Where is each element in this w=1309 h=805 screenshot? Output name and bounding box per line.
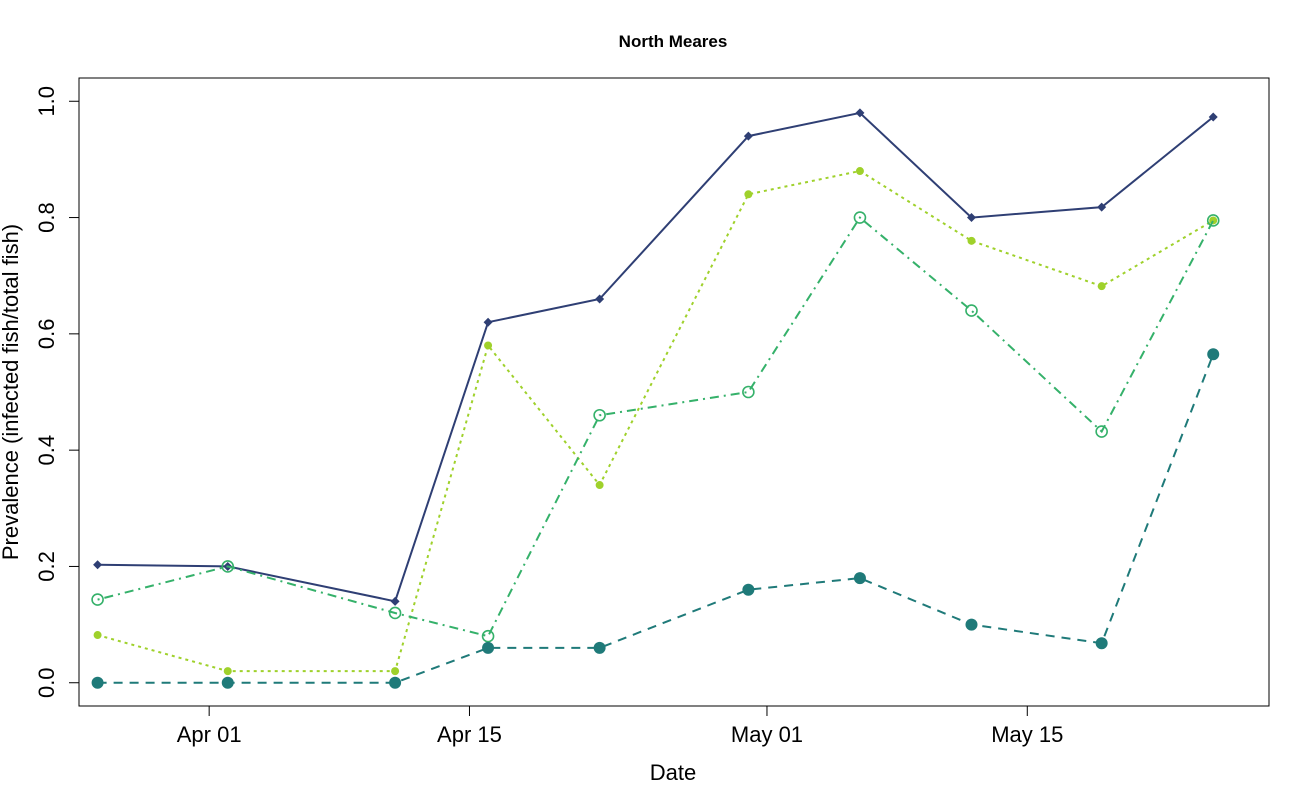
data-point <box>93 560 103 570</box>
data-point <box>742 385 755 399</box>
y-tick-label: 0.4 <box>34 435 59 466</box>
data-point <box>483 317 493 327</box>
series-line <box>97 111 1214 603</box>
series-line <box>97 216 1215 638</box>
y-tick-label: 0.8 <box>34 202 59 233</box>
data-point <box>482 641 495 654</box>
data-point <box>853 211 867 224</box>
x-axis: Apr 01 Apr 15 May 01 May 15 <box>177 705 1063 747</box>
data-point <box>1207 348 1220 361</box>
data-point <box>221 676 234 689</box>
data-point <box>484 341 493 350</box>
chart-title: North Meares <box>619 32 728 51</box>
data-point <box>595 481 604 490</box>
data-point <box>91 676 104 689</box>
series-1 <box>93 108 1218 606</box>
data-point <box>965 618 978 631</box>
data-point <box>389 676 402 689</box>
data-point <box>390 596 400 606</box>
y-tick-label: 1.0 <box>34 86 59 117</box>
data-point <box>1208 112 1218 122</box>
series-2 <box>93 167 1218 676</box>
data-point <box>1206 214 1220 227</box>
x-tick-label: May 01 <box>731 722 803 747</box>
data-point <box>965 304 978 317</box>
series-line <box>97 353 1215 684</box>
data-point <box>855 108 865 118</box>
data-point <box>967 213 976 223</box>
x-tick-label: Apr 15 <box>437 722 502 747</box>
series-3 <box>91 211 1220 643</box>
data-point <box>742 583 755 596</box>
data-point <box>93 631 102 640</box>
data-point <box>221 560 235 573</box>
data-point <box>853 572 866 585</box>
y-tick-label: 0.0 <box>34 667 59 698</box>
y-axis: 0.0 0.2 0.4 0.6 0.8 1.0 <box>34 86 80 698</box>
y-axis-label: Prevalence (infected fish/total fish) <box>0 224 23 560</box>
data-point <box>1097 282 1106 291</box>
data-point <box>593 408 606 422</box>
data-point <box>744 190 753 199</box>
data-point <box>1209 216 1218 225</box>
y-tick-label: 0.6 <box>34 319 59 350</box>
data-point <box>1095 637 1108 650</box>
data-point <box>967 236 976 245</box>
y-tick-label: 0.2 <box>34 551 59 582</box>
x-tick-label: May 15 <box>991 722 1063 747</box>
data-point <box>743 131 753 141</box>
data-point <box>388 606 402 620</box>
series-layer <box>91 108 1220 689</box>
data-point <box>855 167 864 176</box>
data-point <box>91 593 104 606</box>
data-point <box>593 641 606 654</box>
series-4 <box>91 348 1220 689</box>
data-point <box>1097 202 1107 212</box>
data-point <box>481 629 495 643</box>
data-point <box>595 294 605 304</box>
data-point <box>391 667 400 676</box>
plot-frame <box>78 77 1270 707</box>
data-point <box>1095 425 1108 438</box>
series-line <box>97 169 1214 673</box>
x-axis-label: Date <box>650 760 696 785</box>
data-point <box>223 667 232 676</box>
x-tick-label: Apr 01 <box>177 722 242 747</box>
